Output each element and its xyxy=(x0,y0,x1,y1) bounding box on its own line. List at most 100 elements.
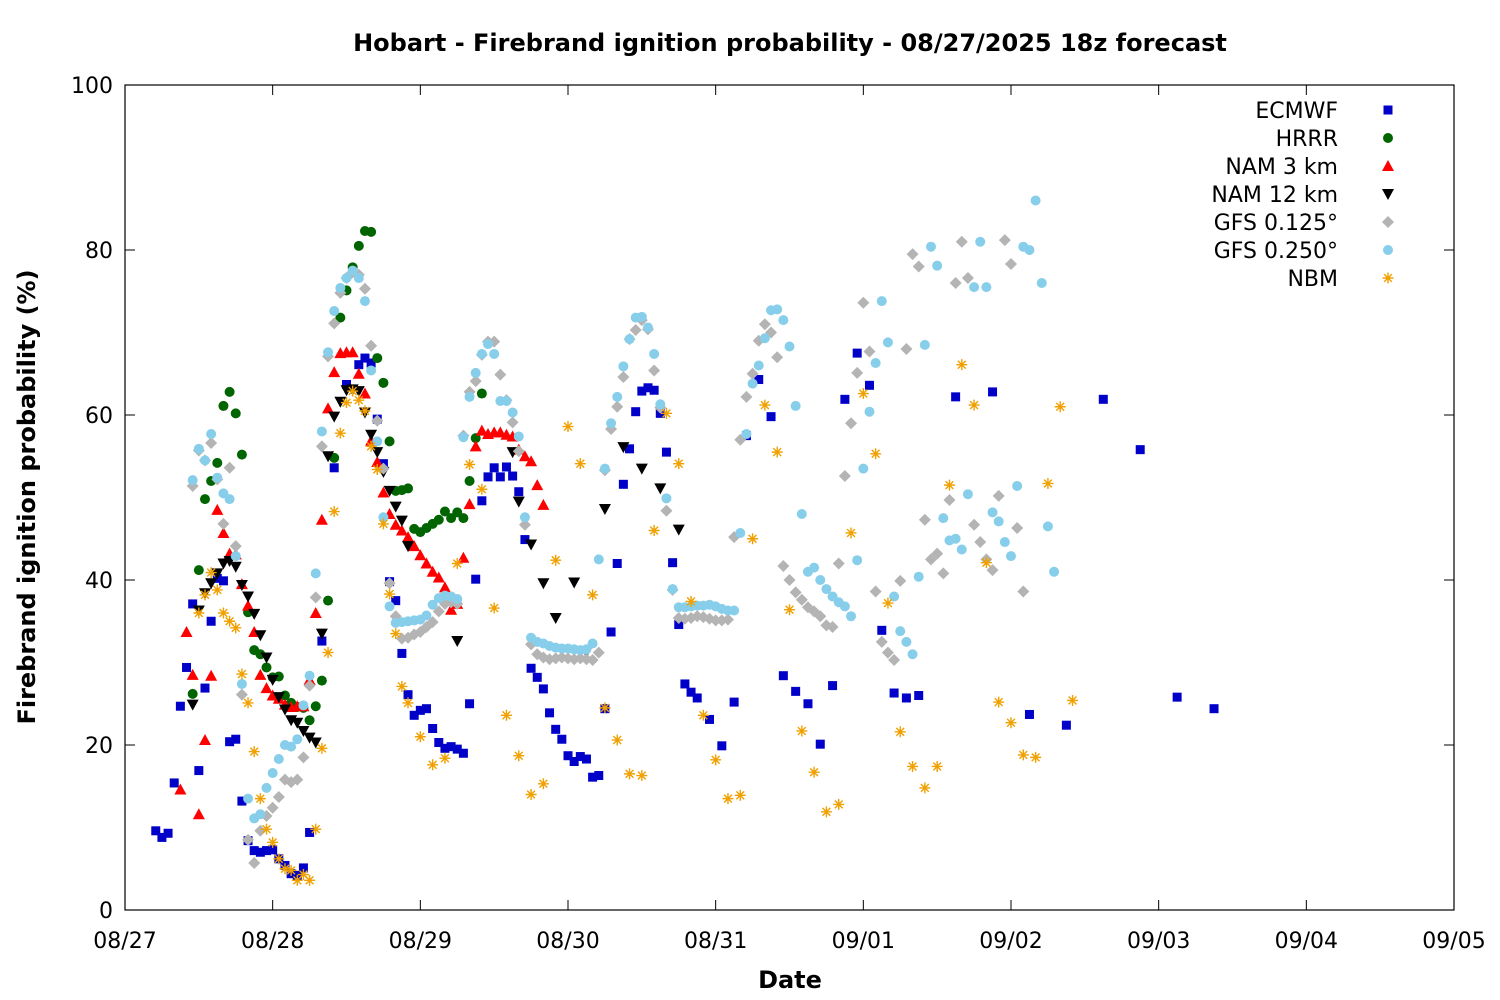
data-point xyxy=(998,234,1011,247)
data-point xyxy=(900,343,913,355)
data-point xyxy=(254,630,267,642)
data-point xyxy=(334,427,346,439)
legend: ECMWF HRRR NAM 3 km NAM 12 km GFS 0.125° GFS … xyxy=(1211,99,1394,292)
data-point xyxy=(218,576,228,586)
data-point xyxy=(537,498,550,510)
data-point xyxy=(956,544,967,555)
data-point xyxy=(377,486,390,498)
data-point xyxy=(267,836,279,848)
data-point xyxy=(1005,717,1017,729)
data-point xyxy=(986,564,999,577)
data-point xyxy=(501,462,511,472)
data-point xyxy=(464,391,475,402)
data-point xyxy=(1135,445,1145,455)
data-point xyxy=(384,436,395,447)
data-point xyxy=(267,768,278,779)
data-point xyxy=(260,652,273,664)
legend-marker xyxy=(1382,189,1394,200)
data-point xyxy=(235,579,248,591)
data-point xyxy=(266,689,279,701)
data-point xyxy=(961,272,974,285)
data-point xyxy=(397,648,407,658)
data-point xyxy=(1012,480,1023,491)
data-point xyxy=(187,475,198,486)
data-point xyxy=(1172,692,1182,702)
data-point xyxy=(182,662,192,672)
data-point xyxy=(446,742,456,752)
data-point xyxy=(268,845,278,855)
data-point xyxy=(273,853,285,865)
data-point xyxy=(783,574,796,586)
data-point xyxy=(512,496,525,508)
data-point xyxy=(586,654,599,667)
data-point xyxy=(876,296,887,307)
x-axis-label: Date xyxy=(758,966,822,994)
data-point xyxy=(212,472,223,483)
x-tick-label: 09/03 xyxy=(1127,929,1190,954)
data-point xyxy=(403,690,413,700)
data-point xyxy=(391,596,401,606)
data-point xyxy=(729,605,740,616)
data-point xyxy=(771,351,784,364)
data-point xyxy=(248,608,261,620)
data-point xyxy=(433,514,444,525)
data-point xyxy=(668,558,678,568)
data-point xyxy=(766,412,776,422)
data-point xyxy=(402,531,415,543)
data-point xyxy=(512,445,525,458)
data-point xyxy=(790,400,801,411)
data-point xyxy=(254,824,267,837)
data-point xyxy=(955,235,968,248)
legend-label: NAM 3 km xyxy=(1225,155,1338,180)
legend-label: HRRR xyxy=(1276,127,1338,152)
data-point xyxy=(323,595,334,606)
data-point xyxy=(833,798,845,810)
data-point xyxy=(532,672,542,682)
data-point xyxy=(465,699,475,709)
data-point xyxy=(574,458,586,470)
data-point xyxy=(452,593,463,604)
data-point xyxy=(611,734,623,746)
data-point xyxy=(660,504,673,517)
data-point xyxy=(840,394,850,404)
data-point xyxy=(513,431,524,442)
data-point xyxy=(489,348,500,359)
data-point xyxy=(660,407,672,419)
data-point xyxy=(631,407,641,417)
data-point xyxy=(211,568,224,580)
legend-marker xyxy=(1382,216,1394,228)
data-point xyxy=(919,782,931,794)
data-point xyxy=(598,504,611,516)
data-point xyxy=(809,562,820,573)
data-point xyxy=(187,688,198,699)
data-point xyxy=(260,682,273,694)
data-point xyxy=(778,315,789,326)
data-point xyxy=(907,649,918,660)
data-point xyxy=(771,446,783,458)
data-point xyxy=(858,463,869,474)
legend-marker xyxy=(1382,272,1394,284)
data-point xyxy=(359,296,370,307)
legend-label: NBM xyxy=(1287,267,1338,292)
data-point xyxy=(988,387,998,397)
data-point xyxy=(969,282,980,293)
data-point xyxy=(188,599,198,609)
data-point xyxy=(169,778,179,788)
data-point xyxy=(642,322,653,333)
data-point xyxy=(796,509,807,519)
data-point xyxy=(1005,258,1017,271)
data-point xyxy=(286,741,297,752)
data-point xyxy=(383,577,396,590)
data-point xyxy=(649,385,659,395)
data-point xyxy=(661,447,671,457)
data-point xyxy=(211,503,224,515)
data-point xyxy=(470,367,481,378)
data-point xyxy=(389,518,402,530)
data-point xyxy=(518,450,531,462)
data-point xyxy=(852,348,862,358)
data-point xyxy=(882,597,894,609)
legend-marker xyxy=(1383,245,1393,255)
data-point xyxy=(409,710,419,720)
data-point xyxy=(230,408,241,419)
data-point xyxy=(581,754,591,764)
